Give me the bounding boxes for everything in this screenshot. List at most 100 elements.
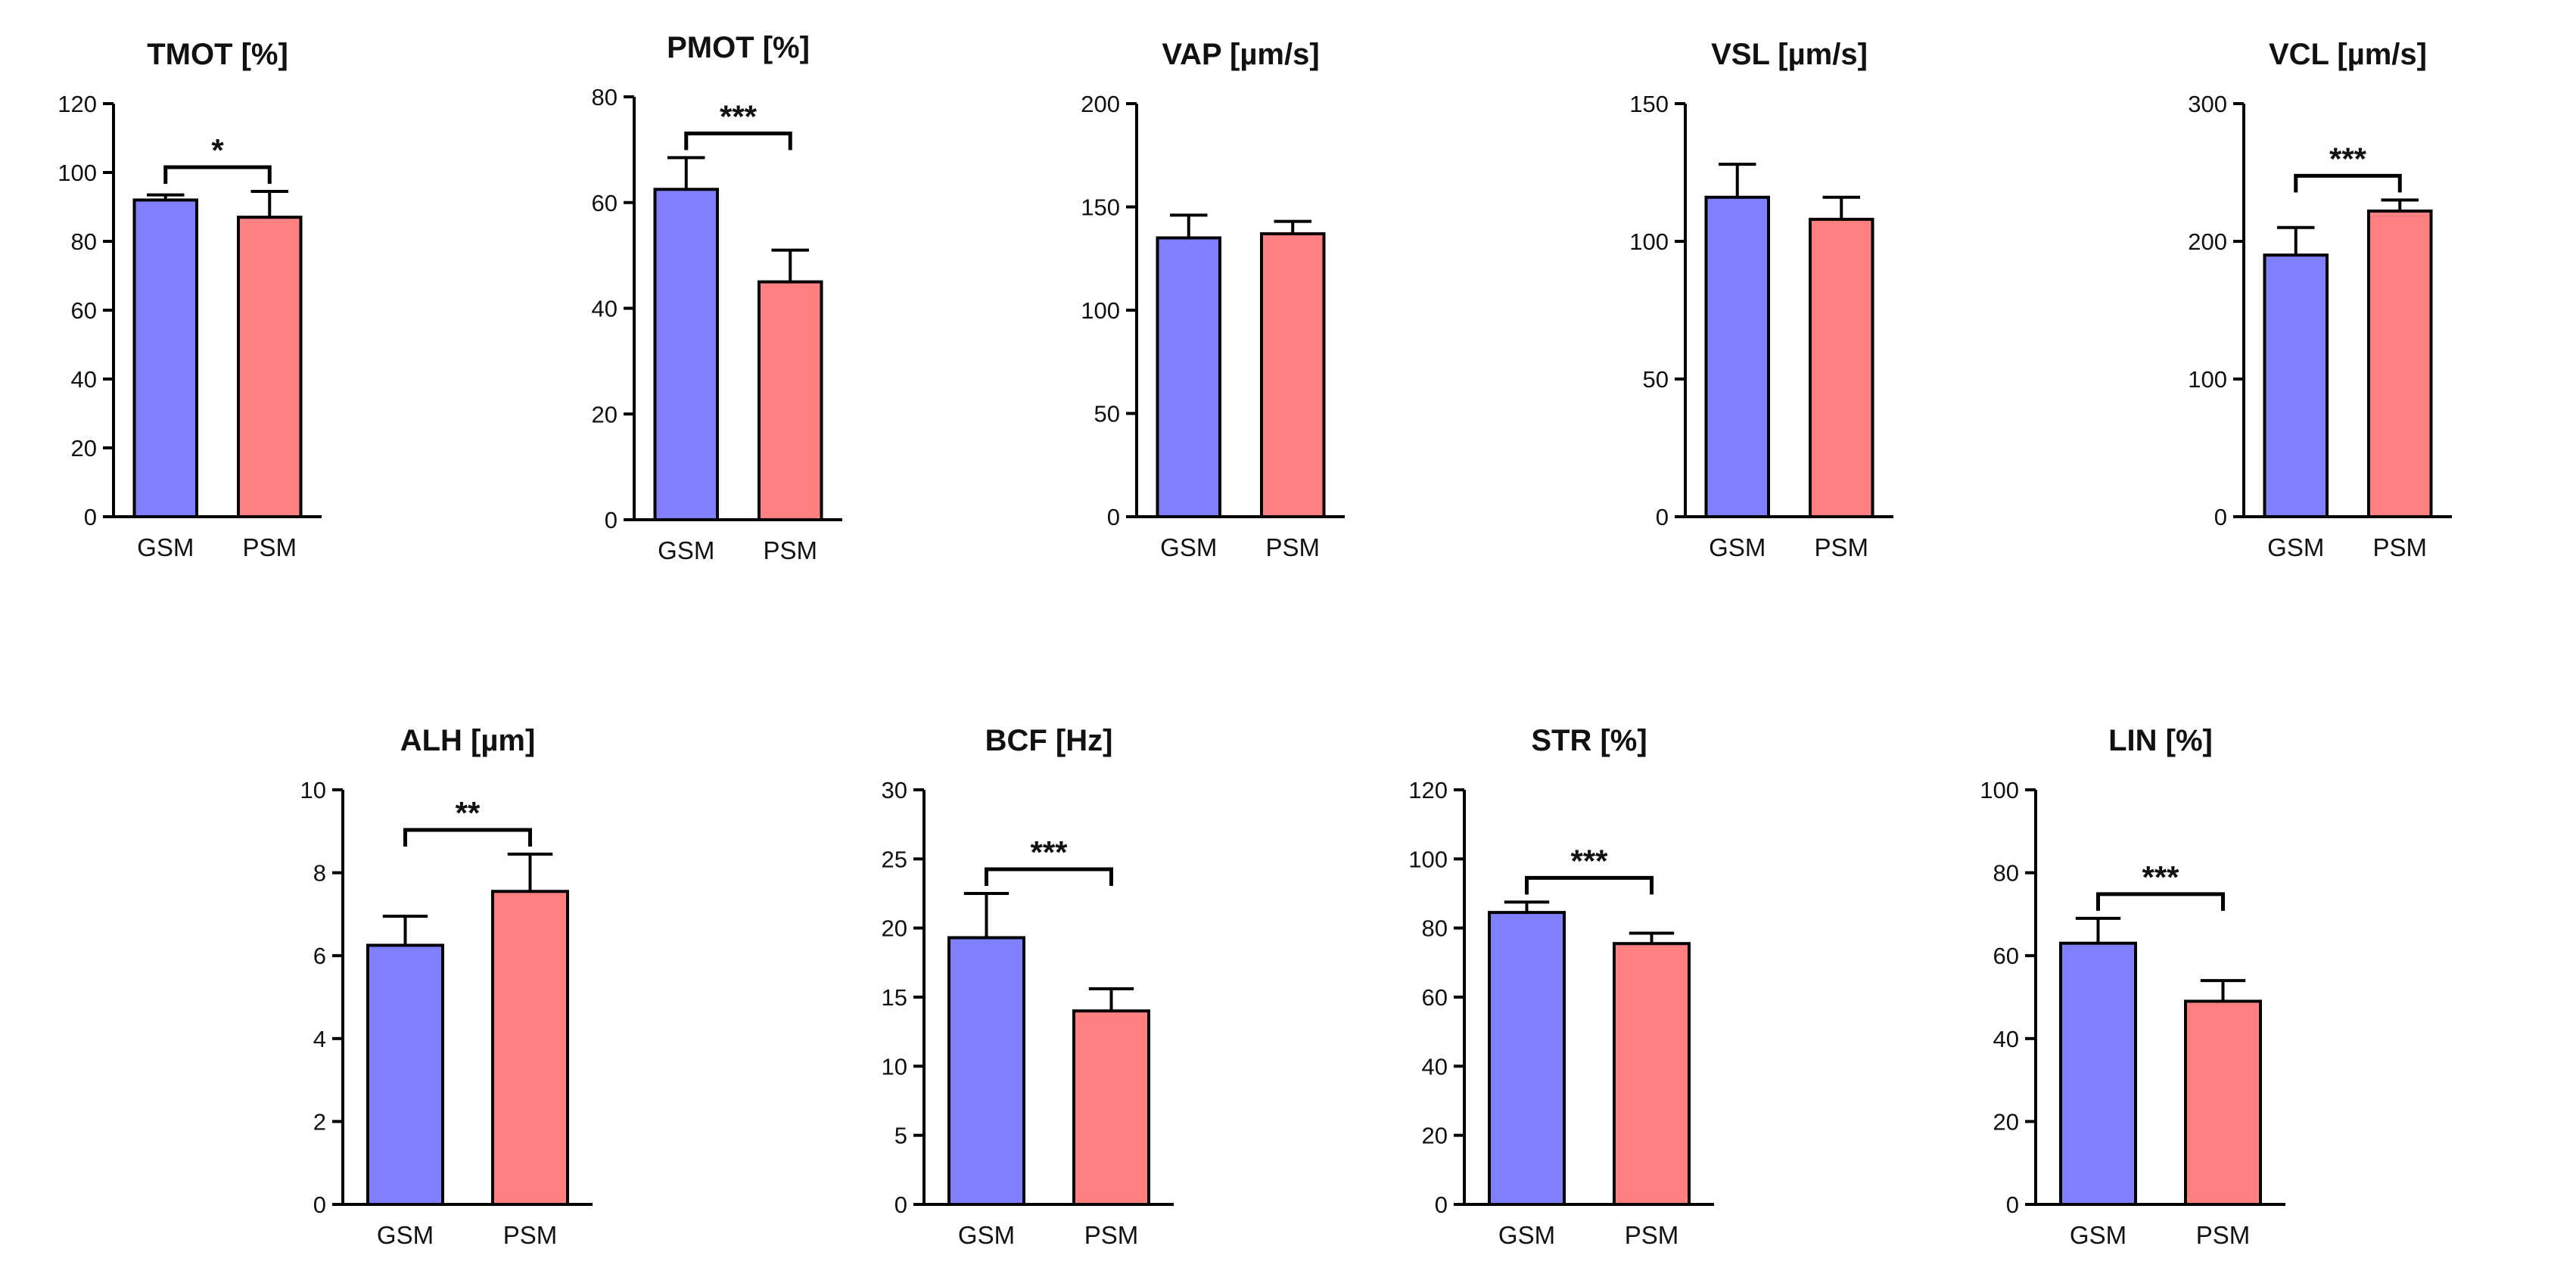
significance-marker: * bbox=[211, 132, 224, 168]
y-tick-label: 2 bbox=[313, 1108, 326, 1135]
y-tick-label: 20 bbox=[71, 435, 97, 461]
y-tick-label: 25 bbox=[882, 846, 907, 872]
y-tick-label: 120 bbox=[58, 91, 97, 117]
x-category-label: GSM bbox=[137, 533, 194, 561]
significance-marker: ** bbox=[456, 795, 481, 831]
x-category-label: PSM bbox=[242, 533, 297, 561]
y-tick-label: 10 bbox=[882, 1053, 907, 1080]
y-tick-label: 20 bbox=[1993, 1108, 2019, 1135]
y-tick-label: 300 bbox=[2188, 91, 2227, 117]
y-tick-label: 0 bbox=[1435, 1192, 1448, 1218]
y-tick-label: 20 bbox=[592, 401, 618, 427]
significance-bracket bbox=[684, 131, 792, 151]
bar-gsm bbox=[366, 943, 444, 1206]
significance-marker: *** bbox=[1030, 834, 1068, 870]
bar-psm bbox=[1613, 942, 1691, 1206]
y-tick-label: 200 bbox=[2188, 228, 2227, 255]
bar-psm bbox=[237, 216, 303, 518]
chart-panel-9: LIN [%] 0 20 40 60 80 100 GSM PSM *** bbox=[1980, 724, 2285, 1249]
chart-title: VSL [µm/s] bbox=[1711, 38, 1868, 71]
y-tick-label: 4 bbox=[313, 1026, 326, 1052]
y-tick-label: 6 bbox=[313, 943, 326, 969]
significance-bracket bbox=[1525, 875, 1654, 895]
y-tick-label: 0 bbox=[2214, 504, 2227, 530]
bar-gsm bbox=[132, 198, 198, 518]
y-tick-label: 60 bbox=[71, 297, 97, 324]
y-tick-label: 0 bbox=[894, 1192, 907, 1218]
significance-marker: *** bbox=[1570, 843, 1608, 878]
significance-marker: *** bbox=[2142, 859, 2179, 895]
x-category-label: GSM bbox=[377, 1221, 434, 1249]
chart-title: BCF [Hz] bbox=[985, 724, 1113, 757]
x-category-label: GSM bbox=[958, 1221, 1015, 1249]
y-tick-label: 100 bbox=[1629, 228, 1669, 255]
y-tick-label: 20 bbox=[1422, 1123, 1448, 1149]
bar-gsm bbox=[1704, 195, 1770, 518]
y-tick-label: 5 bbox=[894, 1123, 907, 1149]
chart-title: STR [%] bbox=[1531, 724, 1647, 757]
bar-psm bbox=[2367, 209, 2433, 518]
y-tick-label: 15 bbox=[882, 984, 907, 1011]
x-category-label: GSM bbox=[658, 536, 714, 564]
chart-panel-7: BCF [Hz] 0 5 10 15 20 25 30 GSM PSM *** bbox=[882, 724, 1174, 1249]
y-tick-label: 80 bbox=[1993, 860, 2019, 887]
y-tick-label: 40 bbox=[1993, 1026, 2019, 1052]
y-tick-label: 10 bbox=[300, 777, 326, 803]
y-tick-label: 40 bbox=[592, 296, 618, 322]
y-tick-label: 80 bbox=[592, 84, 618, 110]
significance-bracket bbox=[163, 165, 272, 185]
y-tick-label: 60 bbox=[1422, 984, 1448, 1011]
chart-title: LIN [%] bbox=[2108, 724, 2213, 757]
chart-panel-4: VSL [µm/s] 0 50 100 150 GSM PSM bbox=[1629, 38, 1893, 561]
x-category-label: PSM bbox=[503, 1221, 558, 1249]
bar-gsm bbox=[2059, 941, 2137, 1206]
chart-title: PMOT [%] bbox=[667, 31, 810, 64]
bar-gsm bbox=[653, 188, 719, 521]
x-category-label: PSM bbox=[1084, 1221, 1139, 1249]
chart-panel-8: STR [%] 0 20 40 60 80 100 120 GSM PSM *** bbox=[1408, 724, 1714, 1249]
chart-title: TMOT [%] bbox=[147, 38, 288, 71]
y-tick-label: 40 bbox=[71, 366, 97, 393]
y-tick-label: 0 bbox=[2006, 1192, 2019, 1218]
y-tick-label: 80 bbox=[71, 228, 97, 255]
y-tick-label: 60 bbox=[1993, 943, 2019, 969]
x-category-label: PSM bbox=[1814, 533, 1868, 561]
x-category-label: PSM bbox=[763, 536, 817, 564]
chart-title: ALH [µm] bbox=[400, 724, 536, 757]
y-tick-label: 200 bbox=[1081, 91, 1120, 117]
x-category-label: GSM bbox=[1498, 1221, 1555, 1249]
y-tick-label: 150 bbox=[1081, 194, 1120, 221]
bar-psm bbox=[758, 280, 823, 521]
y-tick-label: 30 bbox=[882, 777, 907, 803]
y-tick-label: 50 bbox=[1094, 401, 1120, 427]
y-tick-label: 120 bbox=[1408, 777, 1448, 803]
significance-bracket bbox=[2294, 173, 2402, 193]
x-category-label: GSM bbox=[2267, 533, 2324, 561]
significance-bracket bbox=[403, 828, 532, 847]
y-tick-label: 60 bbox=[592, 190, 618, 216]
x-category-label: GSM bbox=[1160, 533, 1217, 561]
y-tick-label: 100 bbox=[58, 160, 97, 186]
x-category-label: PSM bbox=[2372, 533, 2427, 561]
y-tick-label: 0 bbox=[1107, 504, 1120, 530]
bar-gsm bbox=[1156, 236, 1221, 518]
bar-gsm bbox=[1488, 911, 1566, 1207]
significance-marker: *** bbox=[720, 98, 758, 134]
bar-psm bbox=[491, 890, 569, 1206]
y-tick-label: 100 bbox=[1408, 846, 1448, 872]
x-category-label: PSM bbox=[2196, 1221, 2251, 1249]
chart-panel-1: TMOT [%] 0 20 40 60 80 100 120 GSM PSM * bbox=[58, 38, 322, 561]
y-tick-label: 40 bbox=[1422, 1053, 1448, 1080]
y-tick-label: 100 bbox=[1081, 297, 1120, 324]
y-tick-label: 0 bbox=[605, 507, 618, 533]
y-tick-label: 0 bbox=[84, 504, 97, 530]
y-tick-label: 50 bbox=[1643, 366, 1669, 393]
y-tick-label: 0 bbox=[1656, 504, 1669, 530]
x-category-label: GSM bbox=[1709, 533, 1766, 561]
y-tick-label: 0 bbox=[313, 1192, 326, 1218]
chart-panel-3: VAP [µm/s] 0 50 100 150 200 GSM PSM bbox=[1081, 38, 1345, 561]
chart-title: VAP [µm/s] bbox=[1162, 38, 1319, 71]
bar-gsm bbox=[947, 936, 1025, 1207]
significance-bracket bbox=[2096, 892, 2225, 911]
